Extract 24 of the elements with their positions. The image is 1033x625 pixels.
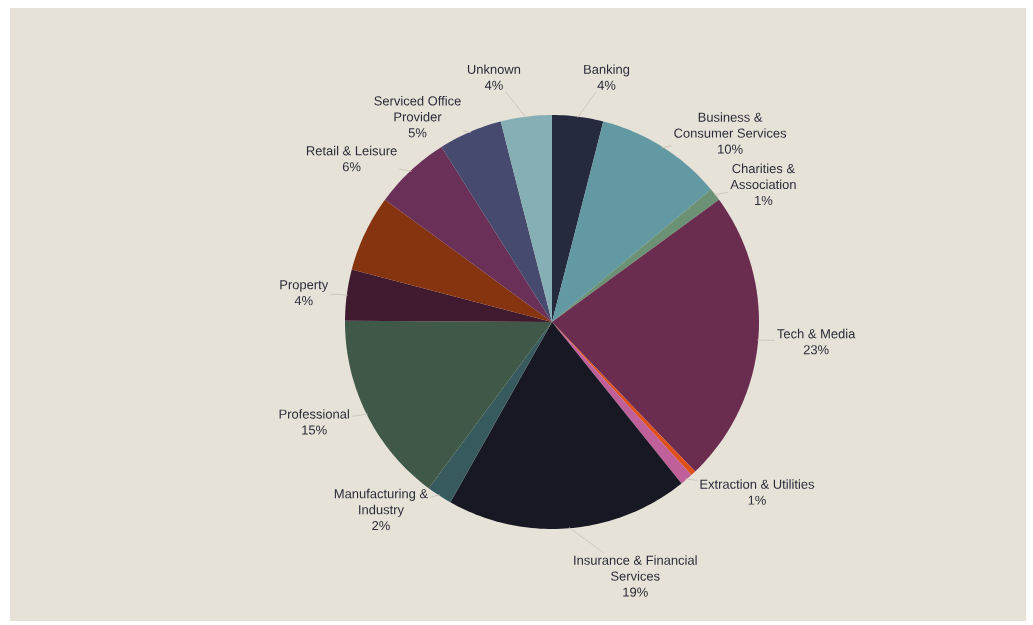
data-label: 1%: [748, 495, 766, 505]
slice-label: Charities & Association: [730, 163, 796, 190]
slice-label: Serviced Office Provider: [374, 95, 461, 122]
slice-label: Tech & Media: [777, 328, 856, 339]
slice-label: Unknown: [467, 64, 521, 74]
data-label: 1%: [755, 195, 773, 205]
data-label: 4%: [294, 296, 313, 306]
slice-label: Retail & Leisure: [306, 145, 397, 156]
data-label: 15%: [302, 425, 327, 435]
data-label: 5%: [408, 128, 427, 138]
data-label: 2%: [372, 521, 390, 531]
data-label: 6%: [342, 162, 361, 172]
slice-label: Professional: [279, 409, 349, 419]
data-label: 4%: [597, 80, 616, 90]
slice-label: Extraction & Utilities: [700, 479, 815, 489]
slice-label: Property: [280, 280, 329, 292]
slice-label: Insurance & Financial Services: [574, 555, 697, 581]
slice-label: Manufacturing & Industry: [334, 488, 428, 517]
data-label: 23%: [803, 345, 829, 355]
data-label: 19%: [623, 587, 648, 597]
slice-label: Business & Consumer Services: [674, 112, 787, 138]
data-label: 4%: [484, 80, 503, 90]
slice-label: Banking: [584, 64, 630, 77]
data-label: 10%: [718, 144, 743, 154]
